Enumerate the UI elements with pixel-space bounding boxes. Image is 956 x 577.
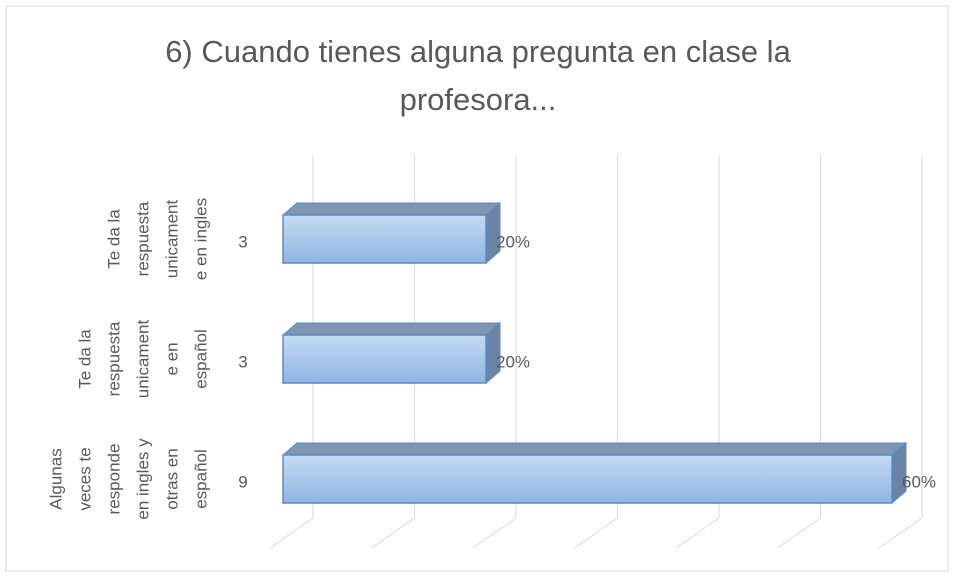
category-label: Te da la [75,329,94,389]
category-count: 3 [238,352,247,371]
floor-line [574,517,618,549]
data-label: 20% [496,352,530,371]
floor-line [878,517,923,549]
bar-top [281,442,908,456]
category-label: veces te [75,447,94,510]
bar-top [281,322,502,336]
category-label: unicament [133,320,152,399]
data-label: 20% [496,232,530,251]
category-label: Te da la [104,209,123,269]
floor-line [472,517,517,549]
floor-line [675,517,720,549]
bar [282,334,487,384]
chart-title: 6) Cuando tienes alguna pregunta en clas… [165,34,791,117]
category-label: otras en [162,448,181,509]
category-label: en ingles y [133,438,152,520]
category-count: 9 [238,472,247,491]
category-label: respuesta [133,201,152,276]
category-label: Algunas [46,448,65,509]
floor-line [371,517,415,549]
category-label: e en [162,342,181,375]
category-label: unicament [162,200,181,279]
data-label: 60% [902,472,936,491]
category-label: responde [104,444,123,515]
category-label: respuesta [104,321,123,396]
bar-top [281,202,502,216]
category-count: 3 [238,232,247,251]
floor-line [269,517,314,549]
bar [282,214,487,264]
floor-line [777,517,821,549]
bar [282,454,893,504]
category-label: español [191,329,210,389]
category-label: español [191,449,210,509]
category-label: e en ingles [191,198,210,280]
